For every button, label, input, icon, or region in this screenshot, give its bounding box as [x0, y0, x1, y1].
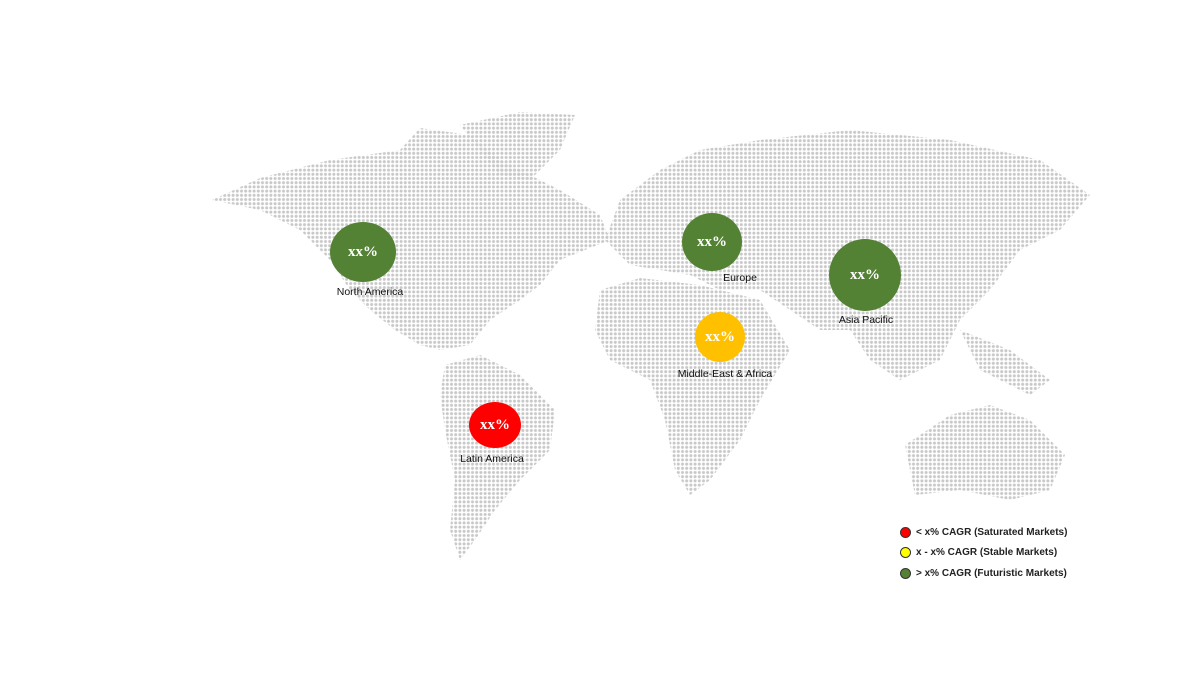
legend-item-stable: x - x% CAGR (Stable Markets): [900, 543, 1067, 564]
red-dot-icon: [900, 526, 911, 538]
legend-item-futuristic: > x% CAGR (Futuristic Markets): [900, 563, 1067, 584]
bubble-europe: xx%: [682, 213, 742, 271]
bubble-asia-pacific: xx%: [829, 239, 901, 311]
islands-land: [960, 330, 1050, 395]
greenland-land: [460, 112, 575, 180]
yellow-dot-icon: [900, 547, 911, 559]
value-north-america: xx%: [348, 243, 378, 260]
green-dot-icon: [900, 567, 911, 579]
value-asia-pacific: xx%: [850, 266, 880, 283]
australia-land: [905, 405, 1065, 500]
value-latin-america: xx%: [480, 416, 510, 433]
label-latin-america: Latin America: [460, 453, 524, 465]
legend-item-saturated: < x% CAGR (Saturated Markets): [900, 522, 1067, 543]
value-middle-east-africa: xx%: [705, 328, 735, 345]
africa-land: [595, 278, 790, 495]
north-america-land: [212, 128, 610, 350]
label-europe: Europe: [723, 272, 757, 284]
label-north-america: North America: [336, 286, 404, 298]
legend: < x% CAGR (Saturated Markets) x - x% CAG…: [900, 522, 1067, 584]
south-america-land: [440, 355, 555, 560]
bubble-middle-east-africa: xx%: [695, 312, 745, 362]
bubble-north-america: xx%: [330, 222, 396, 282]
bubble-latin-america: xx%: [469, 402, 521, 448]
label-asia-pacific: Asia Pacific: [838, 314, 894, 326]
label-middle-east-africa: Middle-East & Africa: [677, 368, 773, 380]
value-europe: xx%: [697, 233, 727, 250]
